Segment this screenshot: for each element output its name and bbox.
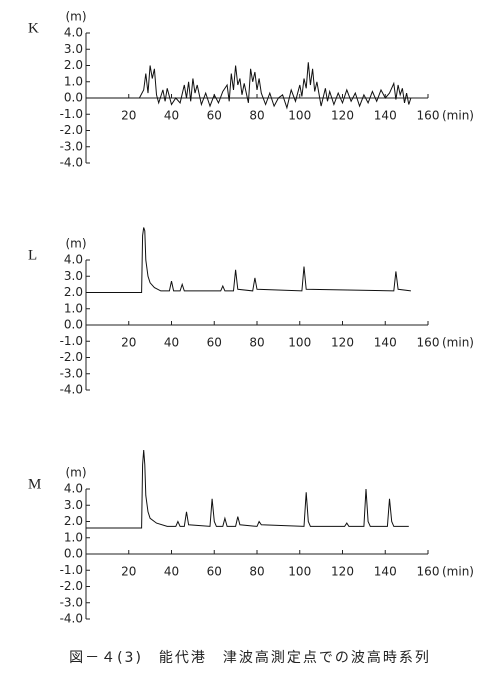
- x-tick-label: 140: [374, 336, 397, 350]
- y-tick-label: 2.0: [64, 514, 83, 528]
- x-tick-label: 160: [417, 336, 440, 350]
- x-axis-label: (min): [442, 336, 474, 350]
- x-tick-label: 160: [417, 109, 440, 123]
- panel-label: L: [28, 247, 37, 263]
- x-tick-label: 140: [374, 565, 397, 579]
- y-tick-label: -4.0: [60, 612, 83, 626]
- x-tick-label: 100: [288, 565, 311, 579]
- x-tick-label: 40: [164, 109, 179, 123]
- y-axis-label: (m): [65, 237, 86, 251]
- wave-line: [86, 227, 411, 293]
- x-axis-label: (min): [442, 565, 474, 579]
- y-tick-label: 1.0: [64, 530, 83, 544]
- x-tick-label: 40: [164, 565, 179, 579]
- x-tick-label: 20: [121, 109, 136, 123]
- y-tick-label: 0.0: [64, 318, 83, 332]
- x-tick-label: 120: [331, 565, 354, 579]
- y-tick-label: 3.0: [64, 498, 83, 512]
- y-tick-label: 2.0: [64, 285, 83, 299]
- x-tick-label: 20: [121, 336, 136, 350]
- y-tick-label: 2.0: [64, 58, 83, 72]
- x-tick-label: 120: [331, 336, 354, 350]
- x-tick-label: 140: [374, 109, 397, 123]
- y-tick-label: -2.0: [60, 123, 83, 137]
- y-tick-label: 0.0: [64, 547, 83, 561]
- x-tick-label: 20: [121, 565, 136, 579]
- x-tick-label: 80: [249, 336, 264, 350]
- panel-label: M: [28, 476, 41, 492]
- y-tick-label: -1.0: [60, 563, 83, 577]
- caption: 図－４(3) 能代港 津波高測定点での波高時系列: [69, 649, 431, 666]
- x-axis-label: (min): [442, 109, 474, 123]
- x-tick-label: 60: [207, 109, 222, 123]
- y-tick-label: -2.0: [60, 579, 83, 593]
- x-tick-label: 160: [417, 565, 440, 579]
- y-tick-label: -4.0: [60, 383, 83, 397]
- y-tick-label: -2.0: [60, 350, 83, 364]
- y-tick-label: 4.0: [64, 482, 83, 496]
- y-tick-label: -3.0: [60, 595, 83, 609]
- x-tick-label: 80: [249, 565, 264, 579]
- x-tick-label: 100: [288, 109, 311, 123]
- y-tick-label: 1.0: [64, 301, 83, 315]
- x-tick-label: 120: [331, 109, 354, 123]
- y-tick-label: 0.0: [64, 91, 83, 105]
- x-tick-label: 40: [164, 336, 179, 350]
- x-tick-label: 60: [207, 336, 222, 350]
- y-tick-label: 4.0: [64, 253, 83, 267]
- y-tick-label: -4.0: [60, 156, 83, 170]
- y-tick-label: 1.0: [64, 74, 83, 88]
- x-tick-label: 60: [207, 565, 222, 579]
- panel-label: K: [28, 20, 39, 36]
- y-axis-label: (m): [65, 10, 86, 24]
- x-tick-label: 80: [249, 109, 264, 123]
- y-tick-label: 4.0: [64, 26, 83, 40]
- y-axis-label: (m): [65, 466, 86, 480]
- x-tick-label: 100: [288, 336, 311, 350]
- y-tick-label: 3.0: [64, 42, 83, 56]
- wave-line: [86, 62, 412, 110]
- y-tick-label: 3.0: [64, 269, 83, 283]
- y-tick-label: -1.0: [60, 107, 83, 121]
- y-tick-label: -3.0: [60, 139, 83, 153]
- y-tick-label: -1.0: [60, 334, 83, 348]
- wave-line: [86, 449, 409, 529]
- y-tick-label: -3.0: [60, 366, 83, 380]
